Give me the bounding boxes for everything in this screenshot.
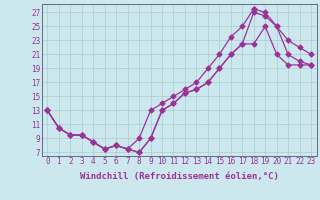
X-axis label: Windchill (Refroidissement éolien,°C): Windchill (Refroidissement éolien,°C) — [80, 172, 279, 181]
